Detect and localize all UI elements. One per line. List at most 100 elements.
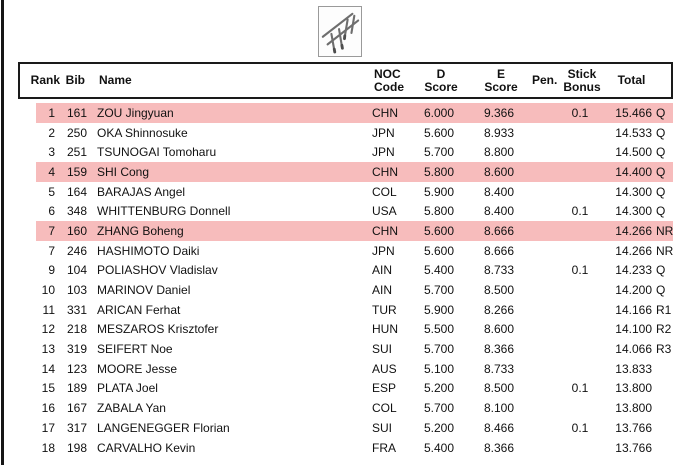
cell-name: WHITTENBURG Donnell [97, 204, 231, 219]
cell-stick-bonus: 0.1 [571, 420, 589, 435]
results-rows: 1 161 ZOU Jingyuan CHN 6.000 9.366 0.1 1… [18, 103, 673, 457]
table-row: 5 164 BARAJAS Angel COL 5.900 8.400 14.3… [18, 182, 673, 202]
cell-name: HASHIMOTO Daiki [97, 243, 200, 258]
cell-name: MARINOV Daniel [97, 283, 191, 298]
cell-noc-code: CHN [372, 164, 398, 179]
col-header-pen: Pen. [532, 73, 558, 87]
cell-d-score: 5.800 [423, 164, 455, 179]
table-row: 3 251 TSUNOGAI Tomoharu JPN 5.700 8.800 … [18, 142, 673, 162]
cell-d-score: 5.400 [423, 263, 455, 278]
cell-d-score: 6.000 [423, 105, 455, 120]
cell-noc-code: AIN [372, 283, 393, 298]
cell-noc-code: JPN [372, 243, 395, 258]
cell-name: POLIASHOV Vladislav [97, 263, 218, 278]
cell-noc-code: COL [372, 401, 397, 416]
cell-e-score: 9.366 [483, 105, 515, 120]
cell-name: OKA Shinnosuke [97, 125, 188, 140]
cell-bib: 161 [66, 105, 87, 120]
cell-noc-code: CHN [372, 105, 398, 120]
col-header-d-score: D Score [424, 66, 458, 94]
cell-qualifier: NR [656, 243, 674, 258]
cell-d-score: 5.600 [423, 223, 455, 238]
cell-total: 13.766 [615, 440, 652, 455]
table-row: 6 348 WHITTENBURG Donnell USA 5.800 8.40… [18, 201, 673, 221]
cell-d-score: 5.700 [423, 283, 455, 298]
table-row: 14 123 MOORE Jesse AUS 5.100 8.733 13.83… [18, 359, 673, 379]
cell-rank: 2 [48, 125, 55, 140]
cell-qualifier: NR [656, 223, 674, 238]
cell-stick-bonus: 0.1 [571, 105, 589, 120]
cell-name: SEIFERT Noe [97, 342, 173, 357]
cell-e-score: 8.500 [483, 283, 515, 298]
cell-total: 14.266 [615, 223, 652, 238]
cell-name: PLATA Joel [97, 381, 158, 396]
cell-noc-code: SUI [372, 342, 393, 357]
cell-rank: 10 [41, 283, 55, 298]
cell-noc-code: SUI [372, 420, 393, 435]
cell-noc-code: TUR [372, 302, 397, 317]
cell-name: CARVALHO Kevin [97, 440, 196, 455]
cell-noc-code: FRA [372, 440, 396, 455]
cell-rank: 7 [48, 223, 55, 238]
cell-name: ZABALA Yan [97, 401, 166, 416]
cell-e-score: 8.666 [483, 223, 515, 238]
cell-bib: 348 [66, 204, 87, 219]
cell-d-score: 5.700 [423, 401, 455, 416]
cell-d-score: 5.600 [423, 125, 455, 140]
cell-total: 14.533 [615, 125, 652, 140]
cell-name: MESZAROS Krisztofer [97, 322, 219, 337]
cell-qualifier: R1 [656, 302, 672, 317]
table-row: 12 218 MESZAROS Krisztofer HUN 5.500 8.6… [18, 320, 673, 340]
cell-rank: 11 [42, 302, 55, 317]
cell-d-score: 5.900 [423, 302, 455, 317]
cell-stick-bonus: 0.1 [571, 204, 589, 219]
cell-bib: 319 [66, 342, 87, 357]
cell-rank: 16 [41, 401, 55, 416]
cell-d-score: 5.500 [423, 322, 455, 337]
cell-d-score: 5.900 [423, 184, 455, 199]
cell-d-score: 5.700 [423, 342, 455, 357]
cell-qualifier: Q [656, 283, 666, 298]
cell-e-score: 8.800 [483, 145, 515, 160]
table-row: 11 331 ARICAN Ferhat TUR 5.900 8.266 14.… [18, 300, 673, 320]
cell-bib: 104 [66, 263, 87, 278]
cell-rank: 14 [41, 361, 55, 376]
cell-total: 14.066 [615, 342, 652, 357]
cell-noc-code: JPN [372, 145, 395, 160]
cell-rank: 17 [41, 420, 55, 435]
cell-total: 14.266 [615, 243, 652, 258]
table-row: 10 103 MARINOV Daniel AIN 5.700 8.500 14… [18, 280, 673, 300]
cell-qualifier: Q [656, 204, 666, 219]
col-header-noc-code: NOC Code [374, 66, 404, 94]
cell-e-score: 8.266 [483, 302, 515, 317]
cell-name: MOORE Jesse [97, 361, 178, 376]
cell-stick-bonus: 0.1 [571, 381, 589, 396]
table-row: 1 161 ZOU Jingyuan CHN 6.000 9.366 0.1 1… [18, 103, 673, 123]
cell-total: 14.500 [615, 145, 652, 160]
cell-e-score: 8.400 [483, 204, 515, 219]
cell-qualifier: Q [656, 125, 666, 140]
cell-total: 13.766 [615, 420, 652, 435]
table-row: 17 317 LANGENEGGER Florian SUI 5.200 8.4… [18, 418, 673, 438]
cell-e-score: 8.600 [483, 322, 515, 337]
cell-stick-bonus: 0.1 [571, 263, 589, 278]
cell-noc-code: USA [372, 204, 397, 219]
cell-noc-code: JPN [372, 125, 395, 140]
cell-total: 14.233 [615, 263, 652, 278]
cell-total: 14.166 [615, 302, 652, 317]
col-header-stick-bonus: Stick Bonus [563, 66, 601, 94]
table-row: 13 319 SEIFERT Noe SUI 5.700 8.366 14.06… [18, 339, 673, 359]
table-row: 18 198 CARVALHO Kevin FRA 5.400 8.366 13… [18, 438, 673, 458]
results-table-header: Rank Bib Name NOC Code D Score E Score P… [18, 62, 673, 99]
cell-qualifier: Q [656, 164, 666, 179]
cell-bib: 103 [66, 283, 87, 298]
cell-name: ARICAN Ferhat [97, 302, 181, 317]
cell-e-score: 8.600 [483, 164, 515, 179]
cell-e-score: 8.400 [483, 184, 515, 199]
cell-d-score: 5.400 [423, 440, 455, 455]
cell-e-score: 8.666 [483, 243, 515, 258]
cell-e-score: 8.500 [483, 381, 515, 396]
table-row: 7 160 ZHANG Boheng CHN 5.600 8.666 14.26… [18, 221, 673, 241]
cell-rank: 15 [41, 381, 55, 396]
cell-rank: 3 [48, 145, 55, 160]
